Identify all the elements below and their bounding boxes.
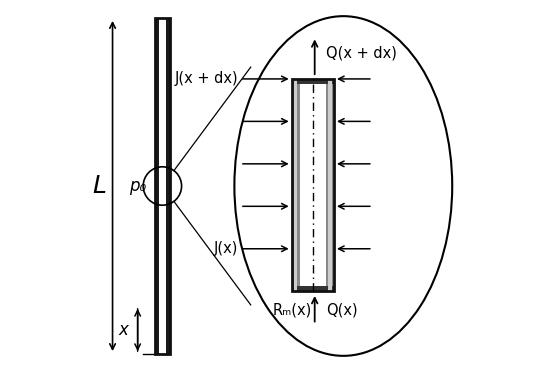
Bar (292, 286, 334, 291)
Bar (294, 79, 298, 291)
Text: x: x (119, 321, 128, 339)
Text: p(x): p(x) (299, 210, 330, 225)
Text: Rₘ(x): Rₘ(x) (272, 302, 311, 317)
Text: Q(x): Q(x) (326, 302, 358, 317)
Bar (292, 79, 334, 291)
Bar (292, 79, 334, 291)
Text: J(x): J(x) (214, 241, 238, 256)
Text: L: L (93, 174, 107, 198)
Text: J(x + dx): J(x + dx) (174, 71, 238, 86)
Bar (155, 18, 170, 354)
Bar (328, 79, 332, 291)
Bar (155, 18, 170, 354)
Bar (326, 79, 334, 291)
Text: Q(x + dx): Q(x + dx) (326, 46, 397, 61)
Bar (292, 79, 300, 291)
Text: r: r (316, 143, 322, 158)
Text: p₀: p₀ (129, 177, 146, 195)
Bar (292, 79, 334, 84)
Bar (166, 18, 170, 354)
Bar (155, 18, 159, 354)
